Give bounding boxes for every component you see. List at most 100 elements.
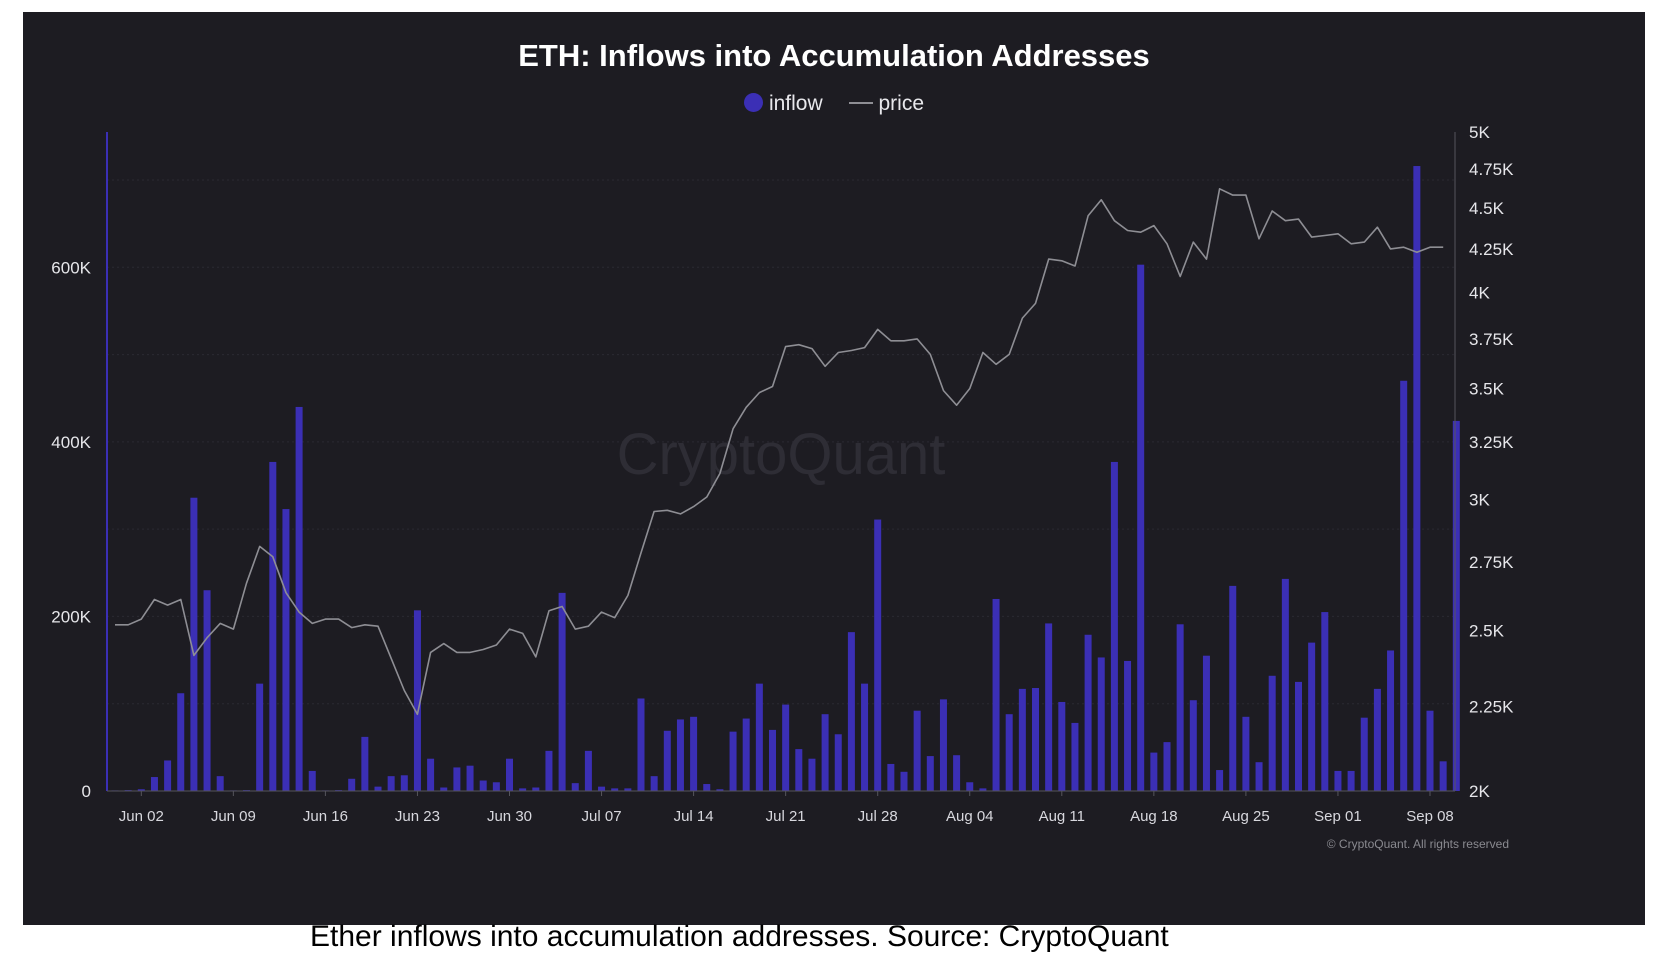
inflow-bar	[834, 734, 842, 791]
inflow-bar	[913, 710, 921, 791]
x-tick-label: Jul 28	[858, 808, 898, 825]
price-line	[115, 188, 1444, 716]
x-tick-label: Aug 04	[946, 808, 994, 825]
inflow-bar	[847, 632, 855, 791]
right-tick-label: 3K	[1469, 490, 1490, 509]
plot-area: CryptoQuant 0 200K 400K 600K 2K 2.25K 2.5K 2.75…	[51, 123, 1514, 851]
inflow-bar	[1097, 657, 1105, 791]
inflow-bar	[427, 758, 435, 791]
inflow-bar	[690, 716, 698, 791]
x-tick-label: Jun 09	[211, 808, 256, 825]
inflow-bar	[506, 758, 513, 791]
inflow-bar	[1373, 688, 1381, 791]
legend-marker-dot	[743, 93, 763, 113]
inflow-bar	[453, 767, 461, 791]
inflow-bar	[269, 461, 277, 791]
inflow-bar	[755, 683, 763, 791]
right-tick-label: 3.5K	[1469, 380, 1505, 399]
inflow-bar	[348, 778, 356, 791]
inflow-bar	[663, 730, 671, 791]
x-tick-label: Aug 25	[1222, 808, 1270, 825]
inflow-bar	[295, 406, 303, 791]
inflow-bar	[624, 788, 632, 791]
chart-title: ETH: Inflows into Accumulation Addresses	[518, 38, 1150, 73]
inflow-bar	[374, 786, 382, 791]
inflow-bar	[1045, 623, 1053, 791]
inflow-bar	[953, 755, 961, 791]
inflow-bar	[1426, 710, 1434, 791]
inflow-bar	[1005, 714, 1013, 791]
inflow-bar	[413, 610, 421, 791]
x-tick-label: Jul 21	[766, 808, 806, 825]
inflow-bar	[177, 693, 185, 791]
inflow-bar	[1071, 722, 1079, 791]
inflow-bar	[1413, 166, 1421, 791]
inflow-bar	[1058, 701, 1066, 791]
left-tick-label: 600K	[51, 258, 91, 277]
inflow-bar	[361, 736, 369, 791]
copyright-text: © CryptoQuant. All rights reserved	[1327, 837, 1509, 851]
legend-item-inflow[interactable]: inflow	[743, 92, 823, 116]
inflow-bar	[545, 750, 553, 791]
inflow-bar	[282, 509, 290, 791]
legend: inflow price	[23, 92, 1645, 116]
inflow-bar	[742, 718, 750, 791]
inflow-bar	[1255, 762, 1263, 791]
right-tick-label: 2.5K	[1469, 622, 1505, 641]
inflow-bar	[558, 592, 566, 791]
inflow-bar	[1137, 264, 1145, 791]
right-tick-label: 5K	[1469, 123, 1490, 142]
inflow-bar	[992, 598, 1000, 791]
left-tick-label: 400K	[51, 433, 91, 452]
inflow-bar	[571, 783, 579, 791]
legend-label-price: price	[878, 92, 925, 116]
inflow-bar	[1189, 700, 1197, 791]
inflow-bar	[1387, 650, 1395, 791]
right-tick-label: 4.75K	[1469, 160, 1514, 179]
inflow-bar	[650, 776, 658, 791]
x-tick-label: Jun 30	[487, 808, 532, 825]
chart-panel: ETH: Inflows into Accumulation Addresses…	[23, 12, 1645, 925]
right-tick-label: 3.25K	[1469, 433, 1514, 452]
inflow-bar	[150, 777, 158, 791]
inflow-bar	[861, 683, 869, 791]
inflow-bar	[966, 782, 974, 791]
inflow-bar	[164, 760, 172, 791]
inflow-bar	[1110, 461, 1118, 791]
inflow-bar	[532, 787, 540, 791]
inflow-bar	[979, 788, 987, 791]
right-tick-label: 3.75K	[1469, 330, 1514, 349]
inflow-bar	[900, 771, 908, 791]
inflow-bar	[1360, 717, 1368, 791]
inflow-bar	[1452, 420, 1460, 791]
right-tick-label: 2.25K	[1469, 697, 1514, 716]
inflow-bar	[519, 788, 527, 791]
legend-item-price[interactable]: price	[848, 92, 925, 116]
inflow-bar	[1150, 752, 1158, 791]
inflow-bar	[1084, 634, 1092, 791]
inflow-bar	[782, 704, 790, 791]
inflow-bar	[308, 770, 316, 791]
inflow-bar	[808, 758, 816, 791]
right-tick-label: 2.75K	[1469, 553, 1514, 572]
inflow-bar	[479, 780, 487, 791]
inflow-bar	[887, 763, 895, 791]
x-tick-label: Jun 23	[395, 808, 440, 825]
inflow-bar	[1268, 675, 1276, 791]
inflow-bar	[1295, 681, 1302, 791]
x-tick-label: Aug 11	[1039, 808, 1085, 825]
inflow-bar	[676, 719, 684, 791]
inflow-bar	[466, 765, 474, 791]
inflow-bar	[729, 731, 737, 791]
inflow-bar	[1176, 624, 1184, 791]
inflow-bar	[611, 788, 619, 791]
inflow-bar	[637, 698, 645, 791]
x-tick-label: Sep 01	[1314, 808, 1362, 825]
inflow-bar	[769, 729, 776, 791]
inflow-bar	[874, 519, 882, 791]
x-tick-label: Jul 07	[582, 808, 622, 825]
left-tick-label: 0	[82, 782, 91, 801]
inflow-bar	[400, 775, 408, 791]
inflow-bar	[1281, 578, 1289, 791]
inflow-bar	[703, 784, 711, 791]
